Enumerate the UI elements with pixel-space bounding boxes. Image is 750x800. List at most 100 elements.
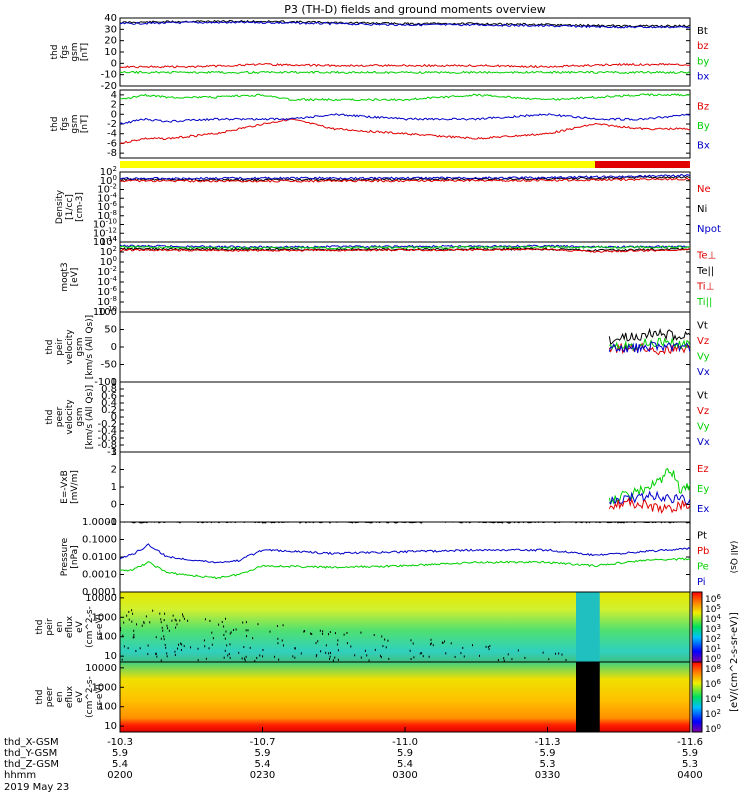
ylabel-line: [nT] — [80, 43, 90, 61]
legend-Vy: Vy — [697, 422, 710, 433]
xaxis-value: 5.9 — [112, 748, 128, 759]
spectrogram-noise — [221, 621, 223, 624]
tick-label: 10 — [104, 721, 117, 732]
ylabel-line: (cm^2-s- — [85, 606, 95, 648]
series-Bt — [120, 19, 690, 28]
panel-frame — [119, 311, 691, 383]
spectrogram-noise — [143, 621, 145, 624]
tick-label: 0.8 — [101, 384, 117, 395]
tick-label: -1 — [107, 447, 117, 458]
ylabel-line: [cm-3] — [75, 192, 85, 222]
spectrogram-noise — [229, 632, 231, 635]
spectrogram-noise — [143, 622, 145, 625]
spectrogram-noise — [487, 646, 489, 649]
ylabel-line: [km/s (All Qs)] — [85, 315, 95, 379]
xaxis-row-label: thd_Y-GSM — [4, 748, 57, 759]
spectrogram-noise — [161, 626, 163, 629]
ylabel-line: [km/s (All Qs)] — [85, 385, 95, 449]
tick-label: -0.2 — [97, 419, 117, 430]
spectrogram-noise — [282, 644, 284, 647]
spectrogram-noise — [252, 637, 254, 640]
spectrogram-noise — [281, 639, 283, 642]
spectrogram-noise — [167, 627, 169, 630]
xaxis-row-label: thd_Z-GSM — [4, 759, 59, 770]
spectrogram-noise — [243, 657, 245, 660]
tick-label: 1 — [111, 482, 117, 493]
spectrogram-noise — [241, 657, 243, 660]
tick-label: 2 — [111, 100, 117, 111]
spectrogram-noise — [163, 635, 165, 638]
spectrogram-noise — [136, 623, 138, 626]
tick-label: 1 — [111, 377, 117, 388]
spectrogram-noise — [329, 655, 331, 658]
spectrogram-noise — [311, 633, 313, 636]
spectrogram-noise — [233, 628, 235, 631]
spectrogram-noise — [132, 612, 134, 615]
spectrogram-noise — [245, 621, 247, 624]
panel-peir_eflux: 10 100 1000 10000 thd peir en eflux eV (cm^2-s-sr… — [35, 591, 691, 663]
spectrogram — [120, 592, 690, 662]
spectrogram-noise — [503, 657, 505, 660]
panel-density: 10-1410-1210-1010-810-610-410-2100102Den… — [55, 165, 721, 248]
spectrogram-noise — [128, 618, 130, 621]
panel-frame — [119, 241, 691, 313]
spectrogram-noise — [430, 642, 432, 645]
legend-bz: bz — [697, 41, 709, 52]
spectrogram-noise — [183, 617, 185, 620]
tick-label: -6 — [107, 138, 117, 149]
spectrogram-noise — [166, 652, 168, 655]
x-axis-labels: thd_X-GSM -10.3 -10.7 -11.0 -11.3 -11.6 thd_Y-… — [4, 727, 703, 793]
tick-label: 0 — [111, 500, 117, 511]
spectrogram-noise — [320, 650, 322, 653]
tick-label: 10000 — [85, 663, 117, 674]
spectrogram-noise — [337, 658, 339, 661]
spectrogram-noise — [177, 647, 179, 650]
spectrogram-noise — [380, 656, 382, 659]
series-Ex — [608, 490, 690, 506]
xaxis-value: -10.3 — [107, 737, 133, 748]
spectrogram-noise — [548, 658, 550, 661]
ylabel-line: Pressure — [60, 537, 70, 576]
spectrogram-noise — [211, 643, 213, 646]
spectrogram-noise — [259, 654, 261, 657]
tick-label: 40 — [104, 13, 117, 24]
spectrogram-noise — [123, 621, 125, 624]
spectrogram-gap — [576, 592, 600, 662]
spectrogram-noise — [277, 637, 279, 640]
spectrogram-noise — [325, 644, 327, 647]
spectrogram-noise — [160, 659, 162, 662]
series-Pi — [120, 543, 690, 564]
quality-bar — [120, 161, 690, 168]
spectrogram-noise — [368, 659, 370, 662]
spectrogram-noise — [164, 612, 166, 615]
spectrogram-noise — [229, 656, 231, 659]
spectrogram-noise — [441, 641, 443, 644]
tick-label: 0.0001 — [82, 587, 117, 598]
legend-by: by — [697, 56, 709, 67]
tick-label: 0 — [111, 58, 117, 69]
spectrogram-noise — [262, 649, 264, 652]
spectrogram-noise — [238, 651, 240, 654]
ylabel-line: [nT] — [80, 115, 90, 133]
spectrogram-noise — [187, 619, 189, 622]
xaxis-value: -10.7 — [250, 737, 276, 748]
spectrogram-noise — [373, 634, 375, 637]
xaxis-value: 5.4 — [112, 759, 128, 770]
series-Pe — [120, 557, 690, 580]
tick-label: 10 — [104, 651, 117, 662]
spectrogram-noise — [329, 651, 331, 654]
ylabel-line: gsm — [70, 42, 80, 61]
legend-Pb: Pb — [697, 546, 709, 557]
spectrogram-noise — [413, 656, 415, 659]
spectrogram-noise — [485, 645, 487, 648]
spectrogram-noise — [197, 647, 199, 650]
spectrogram-noise — [131, 620, 133, 623]
spectrogram-noise — [503, 659, 505, 662]
spectrogram-noise — [152, 609, 154, 612]
spectrogram-noise — [254, 659, 256, 662]
spectrogram-noise — [244, 659, 246, 662]
tick-label: -0.4 — [97, 426, 117, 437]
ylabel-line: thd — [35, 690, 45, 705]
spectrogram-noise — [165, 646, 167, 649]
